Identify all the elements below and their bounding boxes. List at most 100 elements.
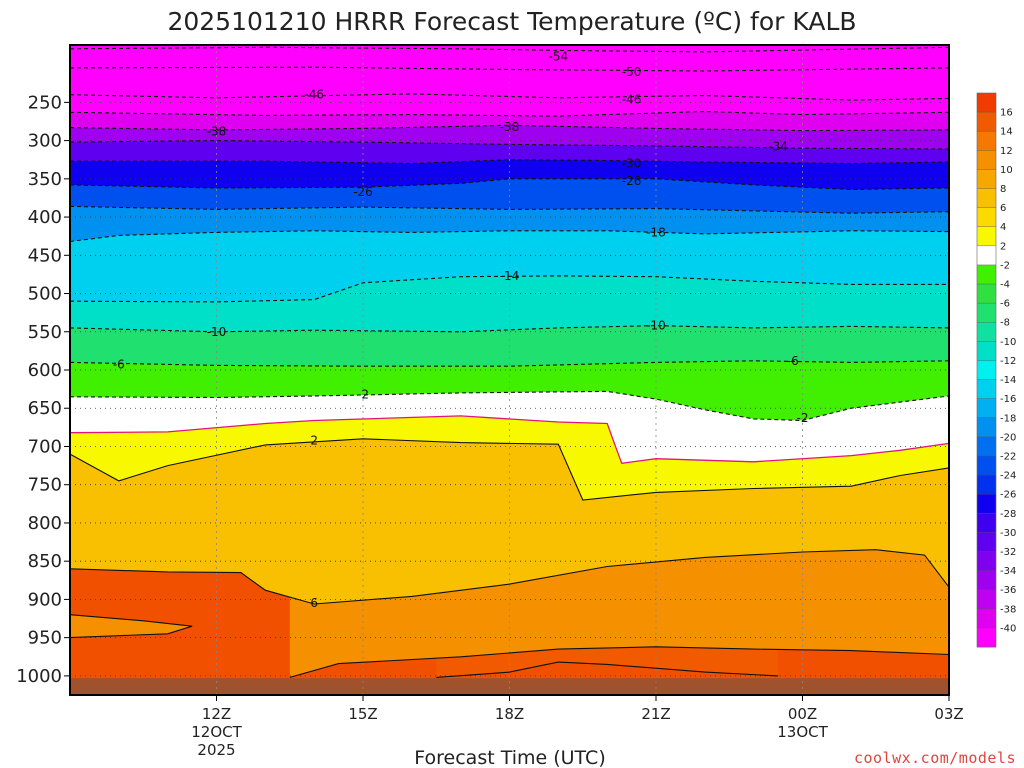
colorbar-label: 6 — [1000, 203, 1006, 214]
isotherm-10 — [70, 614, 193, 639]
colorbar-label: 10 — [1000, 165, 1013, 176]
y-tick-label: 450 — [28, 245, 62, 266]
isotherm--14 — [70, 275, 949, 303]
contour-label: -38 — [207, 124, 227, 138]
x-tick-date: 12OCT — [191, 723, 242, 741]
colorbar-border — [976, 92, 997, 648]
contour-label: -2 — [797, 411, 809, 425]
colorbar-label: -20 — [1000, 432, 1016, 443]
isotherm--26 — [70, 178, 949, 191]
colorbar-label: -24 — [1000, 471, 1016, 482]
colorbar-swatch — [977, 589, 996, 610]
colorbar-label: -18 — [1000, 413, 1016, 424]
colorbar-swatch — [977, 532, 996, 552]
y-tick-label: 1000 — [16, 666, 62, 687]
contour-label: 6 — [310, 596, 318, 610]
surface-strip — [70, 678, 949, 695]
contour-label: -18 — [646, 225, 666, 239]
contour-label: 2 — [310, 433, 318, 447]
colorbar-label: 16 — [1000, 108, 1013, 119]
isotherm-2 — [70, 438, 949, 501]
colorbar-legend: 16 14 12 10 8 6 4 2 -2 -4 -6 -8 -10 -12 -14 -16 -18 -20 -2… — [976, 92, 1016, 648]
y-tick-label: 250 — [28, 92, 62, 113]
isotherm--30 — [70, 159, 949, 165]
plot-area — [70, 45, 949, 695]
y-tick-label: 350 — [28, 169, 62, 190]
colorbar-swatch — [977, 112, 996, 132]
colorbar-swatch — [977, 398, 996, 419]
colorbar-swatch — [977, 207, 996, 228]
isotherm-14 — [436, 661, 779, 678]
band-colder-than--54 — [70, 45, 949, 52]
isotherm--22 — [70, 205, 949, 214]
watermark: coolwx.com/models — [854, 749, 1016, 767]
colorbar-label: 8 — [1000, 184, 1006, 195]
colorbar-swatch — [977, 303, 996, 323]
colorbar-swatch — [977, 417, 996, 438]
colorbar-label: -16 — [1000, 394, 1016, 405]
colorbar-label: -30 — [1000, 528, 1016, 539]
colorbar-swatch — [977, 513, 996, 533]
colorbar-label: 12 — [1000, 146, 1013, 157]
colorbar-label: -40 — [1000, 623, 1016, 634]
colorbar-swatch — [977, 360, 996, 380]
y-tick-label: 650 — [28, 398, 62, 419]
colorbar-swatch — [977, 93, 996, 113]
contour-label: -38 — [500, 120, 520, 134]
colorbar-swatch — [977, 570, 996, 591]
colorbar-label: 2 — [1000, 241, 1006, 252]
colorbar-label: -22 — [1000, 451, 1016, 462]
colorbar-label: -8 — [1000, 318, 1010, 329]
colorbar-swatch — [977, 188, 996, 209]
colorbar-swatch — [977, 608, 996, 629]
contour-label: -2 — [357, 387, 369, 401]
isotherm-10 — [289, 646, 949, 678]
isotherm--18 — [70, 230, 949, 243]
contour-label: -50 — [622, 65, 642, 79]
contour-labels: -54-50-46 -46-38 -38-34-30-26-26-18-14-10-… — [113, 49, 809, 610]
colorbar-swatch — [977, 379, 996, 400]
colorbar-label: 4 — [1000, 222, 1006, 233]
colorbar-label: -26 — [1000, 490, 1016, 501]
contour-label: -10 — [646, 319, 666, 333]
colorbar-label: -12 — [1000, 356, 1016, 367]
x-tick-label: 15Z — [348, 705, 377, 723]
contour-label: -14 — [500, 269, 520, 283]
x-tick-label: 00Z — [788, 705, 817, 723]
colorbar-label: -10 — [1000, 337, 1016, 348]
isotherm--50 — [70, 66, 949, 72]
colorbar-label: 14 — [1000, 127, 1013, 138]
contour-label: -46 — [304, 88, 324, 102]
isotherm-contours — [70, 46, 949, 678]
colorbar-swatch — [977, 455, 996, 476]
colorbar-label: -32 — [1000, 547, 1016, 558]
colorbar-swatch — [977, 284, 996, 304]
gridlines — [70, 45, 949, 695]
colorbar-label: -4 — [1000, 280, 1010, 291]
colorbar-label: -6 — [1000, 299, 1010, 310]
colorbar-swatch — [977, 264, 996, 285]
y-tick-label: 750 — [28, 475, 62, 496]
y-tick-label: 800 — [28, 513, 62, 534]
colorbar-swatch — [977, 475, 996, 495]
y-axis-pressure: 250 300 350 400 450 500 550 600 650 700 750 800 850 9… — [16, 92, 70, 687]
x-tick-label: 18Z — [495, 705, 524, 723]
contour-label: -34 — [768, 140, 788, 154]
x-tick-label: 03Z — [934, 705, 963, 723]
isotherm--2 — [70, 390, 949, 422]
contour-label: -10 — [207, 325, 227, 339]
colorbar-swatch — [977, 245, 996, 266]
colorbar-swatch — [977, 627, 996, 648]
y-tick-label: 700 — [28, 436, 62, 457]
colorbar-swatch — [977, 436, 996, 457]
contour-label: -6 — [113, 358, 125, 372]
colorbar-swatch — [977, 169, 996, 189]
y-tick-label: 400 — [28, 207, 62, 228]
y-tick-label: 850 — [28, 551, 62, 572]
colorbar-swatch — [977, 131, 996, 151]
contour-label: -46 — [622, 92, 642, 106]
colorbar-label: -38 — [1000, 604, 1016, 615]
y-tick-label: 550 — [28, 322, 62, 343]
contour-label: -26 — [622, 174, 642, 188]
